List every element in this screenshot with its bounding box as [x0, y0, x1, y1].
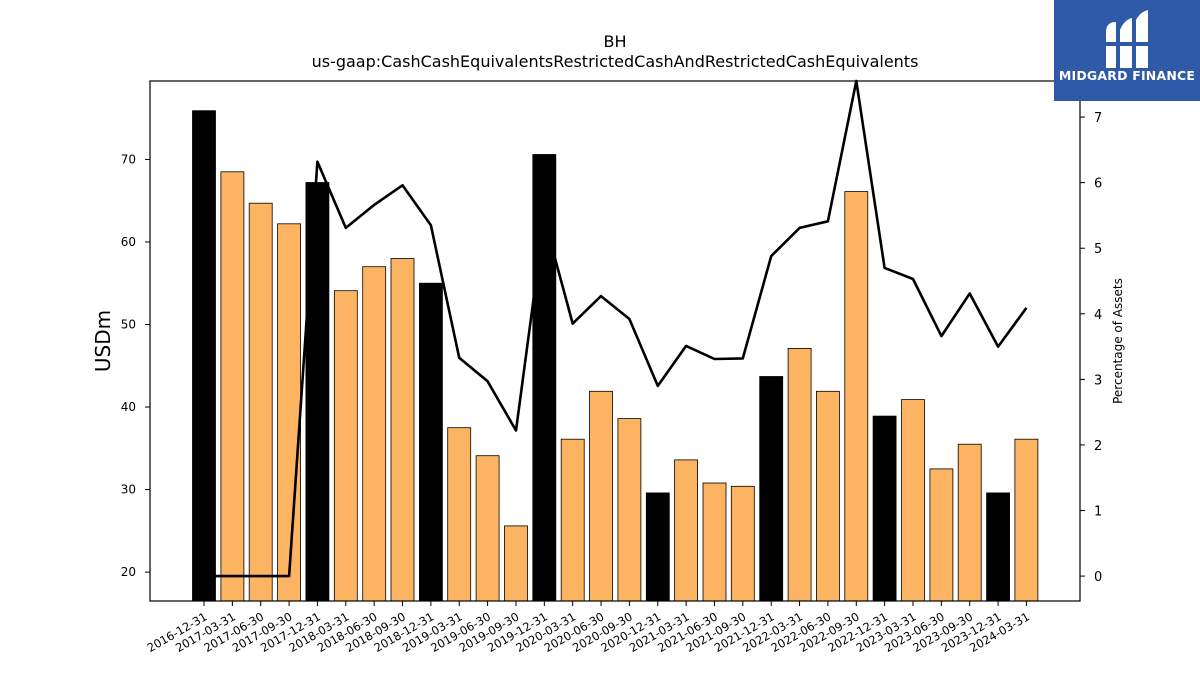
bar-2019-03-31: [447, 427, 472, 602]
bar-2023-06-30: [929, 468, 954, 602]
percentage-line: [204, 79, 1028, 578]
bar-2019-09-30: [504, 525, 528, 602]
bar-2020-12-31: [645, 492, 670, 602]
logo-text: MIDGARD FINANCE: [1058, 68, 1196, 83]
bar-2017-12-31: [305, 182, 330, 602]
y2-tick-label-1: 1: [1094, 505, 1102, 520]
y-tick-label-20: 20: [121, 565, 136, 579]
y2-tick-label-7: 7: [1094, 111, 1102, 126]
percentage-line-group: [204, 79, 1028, 578]
bar-2019-06-30: [475, 455, 500, 602]
bar-2022-03-31: [787, 347, 812, 602]
chart-title: BH: [603, 32, 627, 51]
bar-2016-12-31: [192, 110, 216, 602]
bar-2021-06-30: [702, 482, 727, 602]
chart-subtitle: us-gaap:CashCashEquivalentsRestrictedCas…: [311, 52, 919, 71]
bar-2022-12-31: [872, 415, 897, 602]
y-tick-label-50: 50: [121, 317, 136, 331]
bar-2020-09-30: [617, 418, 642, 602]
midgard-logo: MIDGARD FINANCE: [1054, 0, 1200, 101]
y2-tick-label-5: 5: [1094, 242, 1102, 257]
y2-tick-label-3: 3: [1094, 373, 1102, 388]
bar-2017-03-31: [220, 171, 245, 602]
y-tick-label-40: 40: [121, 400, 136, 414]
bar-2018-12-31: [418, 282, 443, 602]
y2-tick-label-2: 2: [1094, 439, 1102, 454]
y2-tick-label-6: 6: [1094, 177, 1102, 192]
bar-2023-03-31: [901, 399, 925, 602]
bar-2018-06-30: [362, 266, 387, 602]
bar-2018-03-31: [333, 290, 358, 602]
y-tick-label-30: 30: [121, 483, 136, 497]
y2-axis-label: Percentage of Assets: [1111, 278, 1125, 404]
bar-2017-09-30: [277, 223, 302, 602]
bar-2022-06-30: [816, 390, 840, 602]
bar-2020-06-30: [589, 390, 613, 602]
bar-2017-06-30: [248, 202, 273, 602]
bar-2024-03-31: [1014, 438, 1039, 602]
y2-tick-label-4: 4: [1094, 308, 1102, 323]
bar-group: [192, 110, 1039, 602]
bar-2021-09-30: [730, 485, 755, 602]
bar-2018-09-30: [390, 258, 415, 602]
bar-2023-09-30: [957, 443, 982, 602]
bar-2021-03-31: [674, 459, 698, 602]
bar-2023-12-31: [986, 492, 1010, 602]
plot-frame: [149, 80, 1081, 602]
midgard-m-logo-icon: [1106, 10, 1148, 68]
bar-2022-09-30: [844, 191, 869, 602]
y-tick-label-60: 60: [121, 235, 136, 249]
bar-2021-12-31: [759, 376, 784, 602]
y-tick-label-70: 70: [121, 152, 136, 166]
y2-tick-label-0: 0: [1094, 570, 1102, 585]
bar-2020-03-31: [560, 438, 585, 602]
y-axis-label: USDm: [91, 310, 115, 372]
